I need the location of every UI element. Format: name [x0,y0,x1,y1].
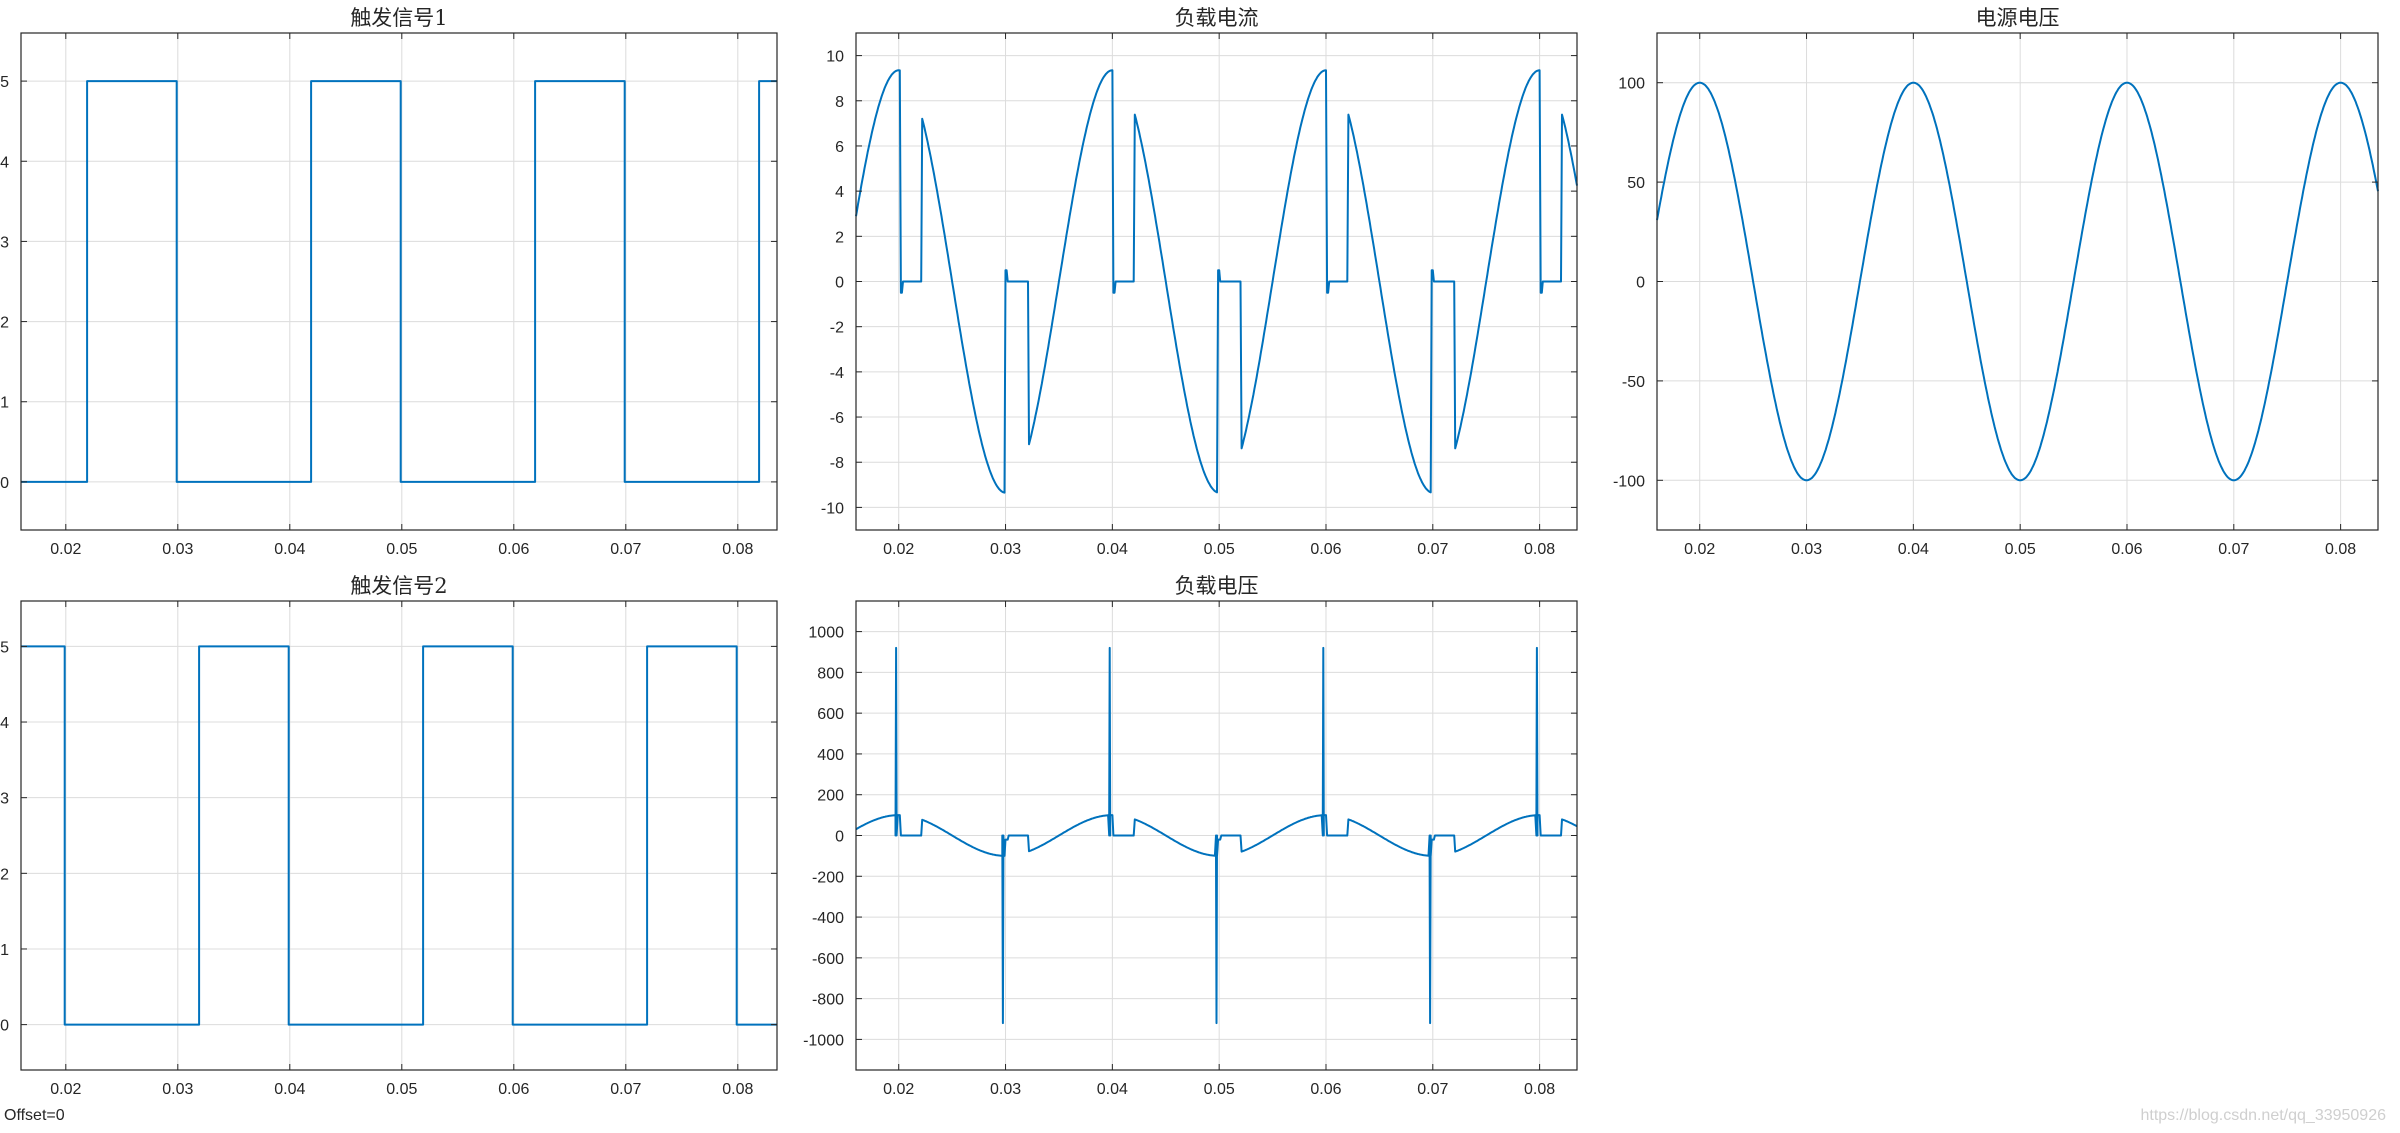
subplot-load_current: 0.02 0.03 0.04 0.05 0.06 0.07 0.08 -10 -8 -6 -4 -2 0… [821,6,1578,558]
y-tick-label: 200 [817,788,844,805]
y-tick-label: 50 [1627,175,1645,192]
subplot-title: 触发信号1 [350,6,447,30]
x-tick-label: 0.03 [990,541,1021,558]
x-tick-label: 0.03 [1791,541,1822,558]
y-tick-label: 100 [1618,76,1645,93]
x-tick-label: 0.04 [1898,541,1929,558]
x-tick-label: 0.08 [722,541,753,558]
y-tick-label: 2 [0,866,9,883]
x-tick-label: 0.05 [1204,541,1235,558]
x-tick-label: 0.05 [1204,1081,1235,1098]
y-tick-label: 6 [835,139,844,156]
plot-frame [20,32,778,531]
subplot-trigger2: 0.02 0.03 0.04 0.05 0.06 0.07 0.08 0 1 2 3 4 5 触发信号2 [0,574,778,1098]
x-tick-label: 0.07 [2218,541,2249,558]
y-tick-label: -100 [1613,473,1645,490]
y-tick-label: -6 [830,410,844,427]
x-tick-label: 0.07 [1417,541,1448,558]
y-tick-label: 600 [817,706,844,723]
subplot-title: 电源电压 [1976,6,2060,30]
series-line [855,69,1578,494]
y-tick-label: -1000 [803,1032,844,1049]
y-tick-label: 800 [817,665,844,682]
y-tick-label: 0 [0,1018,9,1035]
x-tick-label: 0.06 [498,541,529,558]
x-tick-label: 0.03 [162,1081,193,1098]
offset-label: Offset=0 [4,1107,65,1124]
series-line [1656,81,2379,482]
x-tick-label: 0.02 [50,1081,81,1098]
x-tick-label: 0.02 [1684,541,1715,558]
subplot-title: 负载电压 [1175,574,1259,598]
plot-frame [20,600,778,1071]
y-tick-label: -50 [1622,374,1645,391]
y-tick-label: 3 [0,791,9,808]
y-tick-label: -4 [830,365,844,382]
x-tick-label: 0.05 [386,1081,417,1098]
x-tick-label: 0.05 [386,541,417,558]
x-tick-label: 0.04 [1097,541,1128,558]
x-tick-label: 0.03 [162,541,193,558]
y-tick-label: 1 [0,942,9,959]
y-tick-label: -400 [812,910,844,927]
y-tick-label: 0 [835,275,844,292]
watermark: https://blog.csdn.net/qq_33950926 [2140,1107,2386,1124]
x-tick-label: 0.04 [274,541,305,558]
x-tick-label: 0.06 [1310,541,1341,558]
y-tick-label: 3 [0,234,9,251]
y-tick-label: 400 [817,747,844,764]
y-tick-label: 0 [0,475,9,492]
x-tick-label: 0.06 [1310,1081,1341,1098]
x-tick-label: 0.02 [883,541,914,558]
x-tick-label: 0.02 [883,1081,914,1098]
y-tick-label: 4 [0,154,9,171]
x-tick-label: 0.07 [610,541,641,558]
x-tick-label: 0.04 [1097,1081,1128,1098]
x-tick-label: 0.05 [2005,541,2036,558]
y-tick-label: -8 [830,455,844,472]
x-tick-label: 0.08 [2325,541,2356,558]
subplot-trigger1: 0.02 0.03 0.04 0.05 0.06 0.07 0.08 0 1 2 3 4 5 触发信号1 [0,6,778,558]
series-line [21,645,777,1026]
y-tick-label: 2 [835,229,844,246]
x-tick-label: 0.02 [50,541,81,558]
subplot-source_voltage: 0.02 0.03 0.04 0.05 0.06 0.07 0.08 -100 -50 0 50 10… [1613,6,2379,558]
subplot-load_voltage: 0.02 0.03 0.04 0.05 0.06 0.07 0.08 -1000 -800 -60… [803,574,1578,1098]
y-tick-label: -2 [830,320,844,337]
y-tick-label: 5 [0,74,9,91]
x-tick-label: 0.07 [610,1081,641,1098]
series-line [855,646,1578,1025]
x-tick-label: 0.06 [2111,541,2142,558]
y-tick-label: -800 [812,992,844,1009]
y-tick-label: 0 [1636,275,1645,292]
x-tick-label: 0.08 [722,1081,753,1098]
y-tick-label: 4 [835,184,844,201]
subplot-title: 触发信号2 [350,574,447,598]
y-tick-label: -200 [812,869,844,886]
x-tick-label: 0.07 [1417,1081,1448,1098]
y-tick-label: 1 [0,395,9,412]
y-tick-label: 2 [0,315,9,332]
y-tick-label: -10 [821,500,844,517]
y-tick-label: -600 [812,951,844,968]
y-tick-label: 10 [826,49,844,66]
y-tick-label: 1000 [808,625,844,642]
series-line [21,80,777,483]
y-tick-label: 8 [835,94,844,111]
subplot-title: 负载电流 [1175,6,1259,30]
y-tick-label: 0 [835,829,844,846]
x-tick-label: 0.08 [1524,541,1555,558]
y-tick-label: 4 [0,715,9,732]
x-tick-label: 0.04 [274,1081,305,1098]
x-tick-label: 0.06 [498,1081,529,1098]
x-tick-label: 0.03 [990,1081,1021,1098]
y-tick-label: 5 [0,639,9,656]
x-tick-label: 0.08 [1524,1081,1555,1098]
